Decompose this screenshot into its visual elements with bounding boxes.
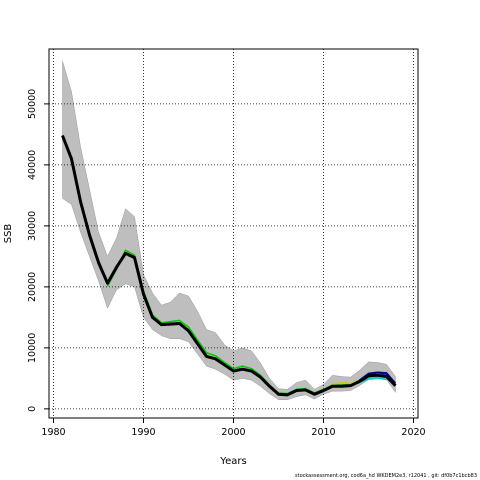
y-tick-label: 20000: [27, 272, 38, 302]
x-tick-label: 1980: [41, 427, 65, 438]
confidence-band: [62, 61, 396, 400]
x-axis-title: Years: [219, 456, 246, 467]
y-axis-title: SSB: [3, 224, 14, 244]
y-tick-label: 30000: [27, 211, 38, 241]
series-lines: [61, 134, 397, 397]
y-axis: 0 10000 20000 30000 40000 50000: [27, 89, 49, 412]
x-tick-label: 1990: [131, 427, 155, 438]
x-axis: 1980 1990 2000 2010 2020: [41, 418, 426, 438]
confidence-band-area: [62, 61, 396, 400]
y-tick-label: 0: [27, 406, 38, 412]
x-tick-label: 2000: [221, 427, 245, 438]
x-tick-label: 2010: [311, 427, 335, 438]
y-tick-label: 10000: [27, 333, 38, 363]
series-line: [61, 135, 397, 397]
y-tick-label: 40000: [27, 150, 38, 180]
footer-credit: stockassessment.org, cod6a_hd WKDEM2e3, …: [295, 473, 477, 479]
series-line: [359, 371, 397, 384]
x-tick-label: 2020: [401, 427, 425, 438]
y-tick-label: 50000: [27, 89, 38, 119]
